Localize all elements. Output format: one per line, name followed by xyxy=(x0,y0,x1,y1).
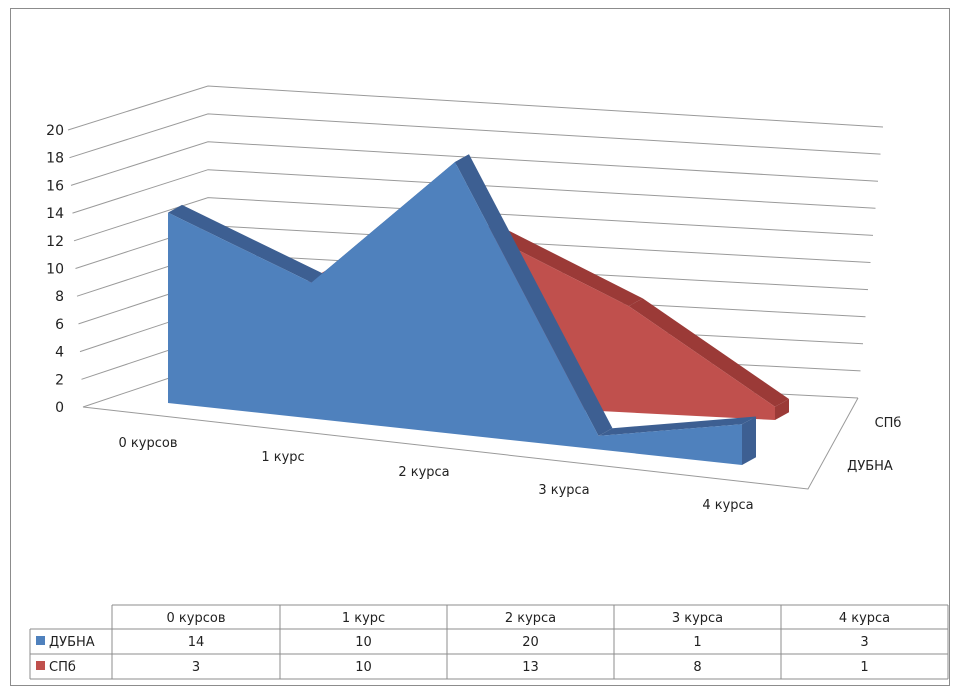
table-header: 1 курс xyxy=(342,611,385,626)
gridline xyxy=(70,141,879,186)
dubna-end-cap xyxy=(742,416,756,465)
table-cell: 10 xyxy=(355,635,372,650)
legend-key xyxy=(36,636,45,645)
table-cell: 1 xyxy=(860,660,868,675)
table-cell: 10 xyxy=(355,660,372,675)
x-axis-labels: 0 курсов 1 курс 2 курса 3 курса 4 курса xyxy=(119,436,754,513)
table-cell: 8 xyxy=(693,660,701,675)
x-tick-label: 0 курсов xyxy=(119,436,178,451)
spb-ribbon xyxy=(628,298,789,407)
x-tick-label: 1 курс xyxy=(261,450,304,465)
dubna-ribbon xyxy=(455,154,613,436)
depth-axis-label: СПб xyxy=(875,416,902,431)
gridline xyxy=(69,113,881,159)
legend-key xyxy=(36,661,45,670)
gridline xyxy=(72,169,876,214)
table-cell: 3 xyxy=(860,635,868,650)
x-tick-label: 3 курса xyxy=(538,483,589,498)
y-tick-label: 10 xyxy=(46,262,64,278)
table-header: 4 курса xyxy=(839,611,890,626)
dubna-ribbon xyxy=(168,204,326,283)
y-axis-labels: 0 2 4 6 8 10 12 14 16 18 20 xyxy=(46,123,64,416)
table-header: 2 курса xyxy=(505,611,556,626)
series-dubna xyxy=(167,154,756,465)
y-tick-label: 8 xyxy=(55,289,64,305)
gridline xyxy=(73,197,874,242)
spb-end-cap xyxy=(775,399,789,420)
table-header: 0 курсов xyxy=(167,611,226,626)
dubna-ribbon xyxy=(598,416,756,436)
depth-axis-labels: СПб ДУБНА xyxy=(847,416,901,474)
depth-axis-label: ДУБНА xyxy=(847,459,893,474)
table-cell: 14 xyxy=(188,635,205,650)
spb-ribbon xyxy=(482,224,643,307)
table-cell: 3 xyxy=(192,660,200,675)
floor-edge xyxy=(82,397,859,490)
y-tick-label: 14 xyxy=(46,206,64,222)
table-header: 3 курса xyxy=(672,611,723,626)
data-table: 0 курсов 1 курс 2 курса 3 курса 4 курса ДУБНА… xyxy=(29,604,949,680)
y-tick-label: 18 xyxy=(46,151,64,167)
y-tick-label: 4 xyxy=(55,345,64,361)
table-cell: 1 xyxy=(693,635,701,650)
y-tick-label: 20 xyxy=(46,123,64,139)
legend-label: ДУБНА xyxy=(49,635,95,650)
table-cell: 13 xyxy=(522,660,539,675)
dubna-area xyxy=(168,162,742,465)
y-tick-label: 12 xyxy=(46,234,64,250)
y-tick-label: 16 xyxy=(46,178,64,194)
gridline xyxy=(67,85,884,131)
y-tick-label: 2 xyxy=(55,372,64,388)
y-tick-label: 6 xyxy=(55,317,64,333)
table-cell: 20 xyxy=(522,635,539,650)
y-tick-label: 0 xyxy=(55,400,64,416)
x-tick-label: 2 курса xyxy=(398,465,449,480)
legend-label: СПб xyxy=(49,660,76,675)
x-tick-label: 4 курса xyxy=(702,498,753,513)
